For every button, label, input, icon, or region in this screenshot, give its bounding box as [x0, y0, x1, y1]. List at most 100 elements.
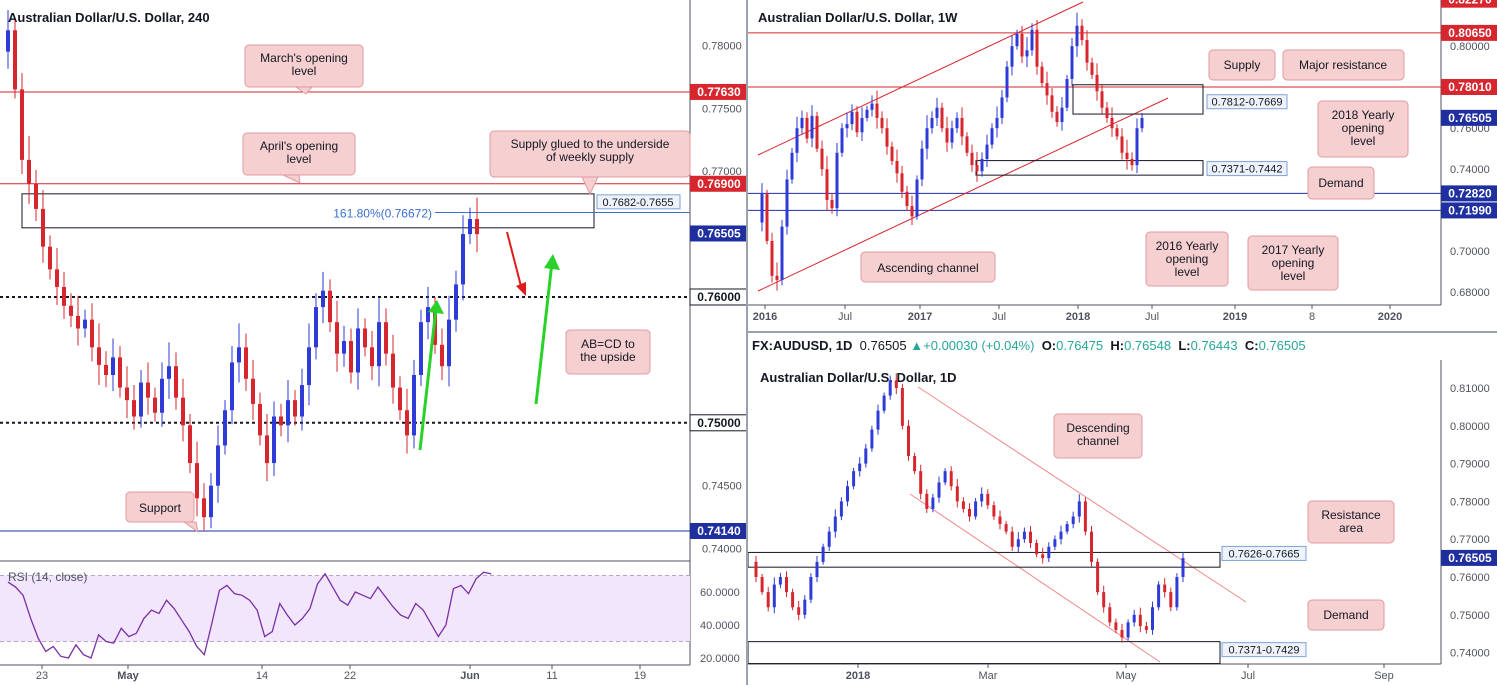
w-x-tick: 2016: [753, 311, 777, 323]
h4-green-arrowhead-b: [544, 254, 560, 270]
d-candle: [1004, 524, 1008, 532]
w-note-2017: [1247, 235, 1339, 291]
h4-note-abcd-text: AB=CD to the upside: [580, 337, 636, 364]
d-candle: [1138, 614, 1142, 627]
w-note-demand-text: Demand: [1318, 176, 1363, 190]
d-candle: [1096, 561, 1100, 593]
d-channel-upper: [917, 386, 1247, 603]
d-x-tick: Mar: [979, 670, 998, 682]
open-label: O:: [1041, 338, 1057, 353]
w-price-tag-bg: [1441, 79, 1497, 95]
w-candle: [950, 128, 954, 143]
d-candle: [797, 607, 801, 615]
h4-price-tag-bg: [690, 225, 746, 242]
panel-divider-horizontal[interactable]: [748, 331, 1497, 333]
daily-chart[interactable]: Australian Dollar/U.S. Dollar, 1D 0.81000…: [748, 360, 1497, 685]
symbol-header: FX:AUDUSD, 1D 0.76505 ▲+0.00030 (+0.04%)…: [752, 338, 1497, 358]
w-x-tick: Jul: [838, 311, 852, 323]
w-x-tick: 2020: [1378, 311, 1402, 323]
daily-chart-panel[interactable]: Australian Dollar/U.S. Dollar, 1D 0.81000…: [748, 360, 1497, 685]
h4-candle: [174, 366, 178, 398]
d-candle: [1175, 577, 1179, 608]
h4-price-tag-bg: [690, 83, 746, 100]
panel-divider-vertical[interactable]: [746, 0, 748, 685]
h4-candle: [244, 347, 248, 379]
d-note-resistance: [1307, 500, 1395, 544]
w-note-channel: [860, 251, 996, 283]
w-candle: [1040, 66, 1044, 84]
d-candle: [1016, 539, 1020, 547]
d-candle: [894, 380, 898, 388]
d-candle: [1053, 539, 1057, 547]
d-demand-label-bg: [1221, 642, 1307, 658]
h4-green-arrow-a: [418, 307, 438, 451]
d-x-tick: Jul: [1241, 670, 1255, 682]
w-candle: [1090, 62, 1094, 75]
w-candle: [915, 179, 919, 217]
h4-candle: [300, 385, 304, 417]
weekly-chart[interactable]: Australian Dollar/U.S. Dollar, 1W 0.80000…: [748, 0, 1497, 331]
h4-candle: [6, 30, 10, 52]
w-candle: [885, 128, 889, 147]
h4-candle: [321, 290, 325, 308]
w-candle: [895, 161, 899, 174]
low-label: L:: [1178, 338, 1191, 353]
w-candle: [1010, 46, 1014, 67]
h4-candle: [216, 445, 220, 486]
h4-candle: [104, 364, 108, 375]
h4-candle: [27, 159, 31, 184]
w-candle: [1125, 152, 1129, 159]
d-candle: [846, 486, 849, 502]
d-candle: [961, 501, 965, 509]
weekly-chart-panel[interactable]: Australian Dollar/U.S. Dollar, 1W 0.80000…: [748, 0, 1497, 331]
d-note-demand: [1307, 599, 1385, 631]
h4-candle: [237, 347, 241, 363]
h4-x-tick: 22: [344, 670, 356, 682]
h4-price-tag: 0.75000: [697, 416, 741, 430]
h4-price-tag: 0.76505: [697, 226, 741, 240]
h4-candle: [412, 374, 416, 436]
h4-candle: [398, 387, 402, 411]
rsi-y-tick: 20.0000: [700, 653, 740, 665]
w-price-tag-bg: [1441, 109, 1497, 126]
d-y-tick: 0.75000: [1450, 610, 1490, 622]
d-candle: [900, 388, 904, 426]
d-y-tick: 0.78000: [1450, 496, 1490, 508]
d-candle: [919, 471, 923, 494]
h4-candle: [160, 378, 164, 413]
w-candle: [1015, 33, 1019, 47]
w-y-tick: 0.74000: [1450, 164, 1490, 176]
d-x-tick: Sep: [1374, 670, 1394, 682]
w-y-tick: 0.70000: [1450, 246, 1490, 258]
h4-candle: [468, 219, 472, 235]
h4-chart[interactable]: Australian Dollar/U.S. Dollar, 240 0.7800…: [0, 0, 746, 685]
d-candle: [870, 429, 874, 449]
d-candle: [943, 471, 947, 483]
h4-price-tag-bg: [689, 414, 746, 432]
h4-candle: [202, 498, 206, 518]
w-candle: [1100, 91, 1104, 108]
h4-zone-label: 0.7682-0.7655: [603, 197, 674, 209]
w-candle: [945, 128, 949, 143]
h4-chart-panel[interactable]: Australian Dollar/U.S. Dollar, 240 0.7800…: [0, 0, 746, 685]
w-price-tag-bg: [1441, 185, 1497, 202]
h4-fib-label: 161.80%(0.76672): [333, 206, 432, 220]
h4-zone-label-bg: [596, 194, 681, 210]
h4-note-support-text: Support: [139, 501, 182, 515]
w-candle: [910, 206, 914, 217]
d-candle: [986, 493, 990, 506]
d-candle: [809, 577, 813, 600]
d-title: Australian Dollar/U.S. Dollar, 1D: [760, 370, 957, 385]
w-note-major: [1282, 49, 1405, 81]
h4-x-tick: 14: [256, 670, 268, 682]
d-candle: [1035, 542, 1039, 555]
h4-candle: [76, 315, 80, 329]
w-candle: [925, 128, 929, 149]
w-candle: [760, 193, 764, 223]
h4-candle: [307, 347, 311, 386]
h4-candle: [342, 341, 346, 354]
h4-candle: [20, 89, 24, 160]
h4-candle: [447, 319, 451, 367]
h4-candle: [83, 319, 87, 329]
price-change: +0.00030 (+0.04%): [923, 338, 1035, 353]
